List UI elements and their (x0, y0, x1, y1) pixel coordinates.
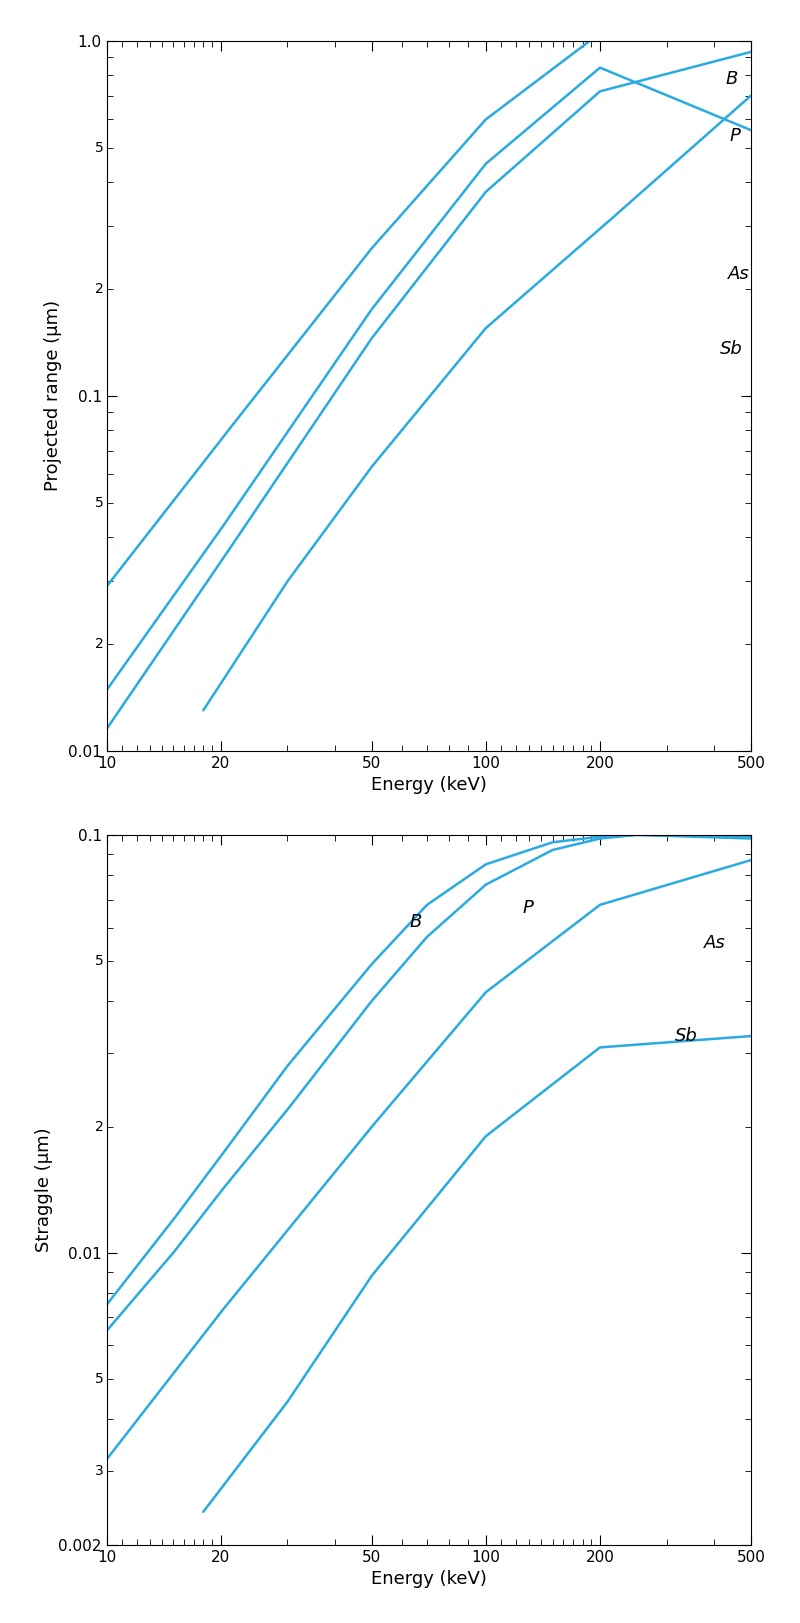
Text: P: P (522, 899, 534, 917)
Text: 2: 2 (94, 1120, 103, 1134)
Text: P: P (730, 127, 741, 144)
Text: 5: 5 (94, 495, 103, 510)
X-axis label: Energy (keV): Energy (keV) (370, 1571, 486, 1589)
Text: 5: 5 (94, 1371, 103, 1386)
Text: B: B (726, 70, 738, 88)
X-axis label: Energy (keV): Energy (keV) (370, 776, 486, 794)
Text: 2: 2 (94, 282, 103, 295)
Y-axis label: Projected range (μm): Projected range (μm) (44, 300, 62, 492)
Text: B: B (410, 912, 422, 930)
Text: 5: 5 (94, 141, 103, 154)
Text: As: As (728, 265, 750, 282)
Text: Sb: Sb (674, 1027, 698, 1045)
Text: As: As (703, 935, 726, 953)
Text: 2: 2 (94, 636, 103, 651)
Text: Sb: Sb (720, 341, 743, 359)
Text: 3: 3 (94, 1464, 103, 1479)
Y-axis label: Straggle (μm): Straggle (μm) (34, 1128, 53, 1253)
Text: 5: 5 (94, 954, 103, 967)
